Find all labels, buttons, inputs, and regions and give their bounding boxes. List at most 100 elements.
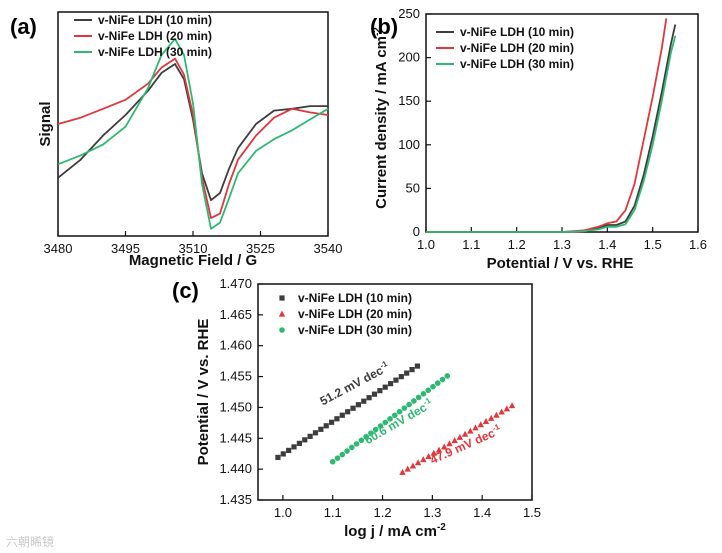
panel-c-ticks: 1.0 1.1 1.2 1.3 1.4 1.5 1.435 1.440 1.445 1.450 1.… — [219, 276, 541, 520]
data-point — [393, 377, 399, 383]
y-tick-label: 200 — [398, 50, 420, 65]
x-tick-label: 1.1 — [462, 237, 480, 252]
data-point — [377, 388, 383, 394]
data-point — [366, 395, 372, 401]
data-point — [425, 452, 432, 459]
x-tick-label: 1.2 — [508, 237, 526, 252]
data-point — [446, 440, 453, 447]
data-point — [456, 433, 464, 440]
data-point — [328, 419, 335, 425]
x-tick-label: 3495 — [111, 241, 140, 256]
data-point — [477, 421, 484, 428]
x-tick-label: 1.2 — [374, 505, 392, 520]
data-point — [391, 412, 398, 419]
data-point — [371, 391, 378, 397]
data-point — [334, 455, 341, 461]
x-tick-label: 1.4 — [473, 505, 491, 520]
panel-c-series — [275, 363, 516, 475]
tafel-slope-sup: -1 — [378, 359, 389, 371]
data-point — [415, 394, 422, 401]
data-point — [363, 433, 369, 440]
data-point — [396, 408, 403, 415]
y-tick-label: 1.445 — [219, 430, 252, 445]
data-point — [498, 408, 505, 415]
data-point — [401, 405, 408, 411]
data-point — [444, 373, 451, 379]
series-line — [57, 57, 329, 219]
data-point — [291, 444, 297, 450]
data-point — [493, 411, 500, 418]
y-tick-label: 100 — [398, 137, 420, 152]
panel-a-label: (a) — [10, 14, 37, 39]
panel-c-ylabel: Potential / V vs. RHE — [195, 319, 212, 466]
data-point — [439, 376, 446, 383]
panel-a-xlabel: Magnetic Field / G — [129, 252, 257, 269]
data-point — [414, 363, 421, 369]
y-tick-label: 1.465 — [219, 307, 252, 322]
data-point — [487, 414, 495, 421]
data-point — [414, 459, 422, 466]
tafel-slope-value: 47.9 mV dec — [428, 426, 497, 467]
tafel-slope-sup: -1 — [422, 396, 433, 408]
x-tick-label: 3540 — [314, 241, 343, 256]
panel-c-legend: v-NiFe LDH (10 min) v-NiFe LDH (20 min) v-… — [278, 291, 412, 337]
data-point — [430, 449, 437, 456]
data-point — [409, 462, 417, 469]
legend-entry: v-NiFe LDH (20 min) — [298, 307, 412, 321]
tafel-slope-label: 60.6 mV dec-1 — [362, 396, 436, 448]
x-tick-label: 1.0 — [417, 237, 435, 252]
legend-entry: v-NiFe LDH (30 min) — [460, 57, 574, 71]
panel-c: (c) 1.0 1.1 1.2 1.3 1.4 1.5 1.435 1.440 1.445 1.4… — [172, 276, 541, 540]
data-point — [404, 465, 411, 472]
x-tick-label: 1.4 — [598, 237, 616, 252]
data-point — [345, 409, 351, 415]
data-point — [353, 441, 360, 447]
data-point — [275, 454, 281, 461]
x-tick-label: 3510 — [179, 241, 208, 256]
y-tick-label: 1.440 — [219, 461, 252, 476]
x-tick-label: 3480 — [44, 241, 73, 256]
x-tick-label: 1.1 — [324, 505, 342, 520]
series-line — [57, 38, 329, 230]
panel-b-ylabel: Current density / mA cm-2 — [372, 27, 390, 209]
y-tick-label: 1.460 — [219, 338, 252, 353]
data-point — [467, 427, 474, 434]
data-point — [420, 456, 427, 463]
data-point — [409, 366, 415, 373]
data-point — [349, 444, 355, 451]
data-point — [382, 384, 388, 390]
legend-entry: v-NiFe LDH (30 min) — [298, 323, 412, 337]
data-point — [329, 458, 336, 465]
panel-a-ylabel: Signal — [37, 101, 54, 146]
data-point — [434, 380, 441, 386]
data-point — [508, 402, 516, 409]
panel-a-xticks: 3480 3495 3510 3525 3540 — [44, 231, 343, 256]
data-point — [451, 437, 458, 444]
data-point — [411, 398, 417, 404]
panel-b-ylabel-sup: -2 — [372, 27, 383, 36]
panel-a-legend: v-NiFe LDH (10 min) v-NiFe LDH (20 min) v-… — [74, 13, 212, 59]
data-point — [387, 381, 394, 387]
panel-b-label: (b) — [370, 14, 398, 39]
data-point — [387, 416, 393, 422]
data-point — [420, 391, 427, 397]
y-tick-label: 1.435 — [219, 492, 252, 507]
legend-marker — [278, 310, 286, 317]
data-point — [361, 398, 367, 404]
x-tick-label: 1.5 — [523, 505, 541, 520]
data-point — [377, 423, 384, 429]
data-point — [339, 412, 345, 418]
data-point — [503, 405, 511, 412]
data-point — [404, 370, 410, 376]
panel-b-legend: v-NiFe LDH (10 min) v-NiFe LDH (20 min) v-… — [436, 25, 574, 71]
y-tick-label: 150 — [398, 93, 420, 108]
legend-entry: v-NiFe LDH (10 min) — [460, 25, 574, 39]
panel-c-xlabel-sup: -2 — [437, 522, 446, 533]
legend-entry: v-NiFe LDH (10 min) — [298, 291, 412, 305]
data-point — [358, 437, 365, 444]
data-point — [334, 416, 340, 422]
data-point — [280, 451, 286, 457]
data-point — [482, 418, 490, 425]
y-tick-label: 50 — [406, 180, 420, 195]
